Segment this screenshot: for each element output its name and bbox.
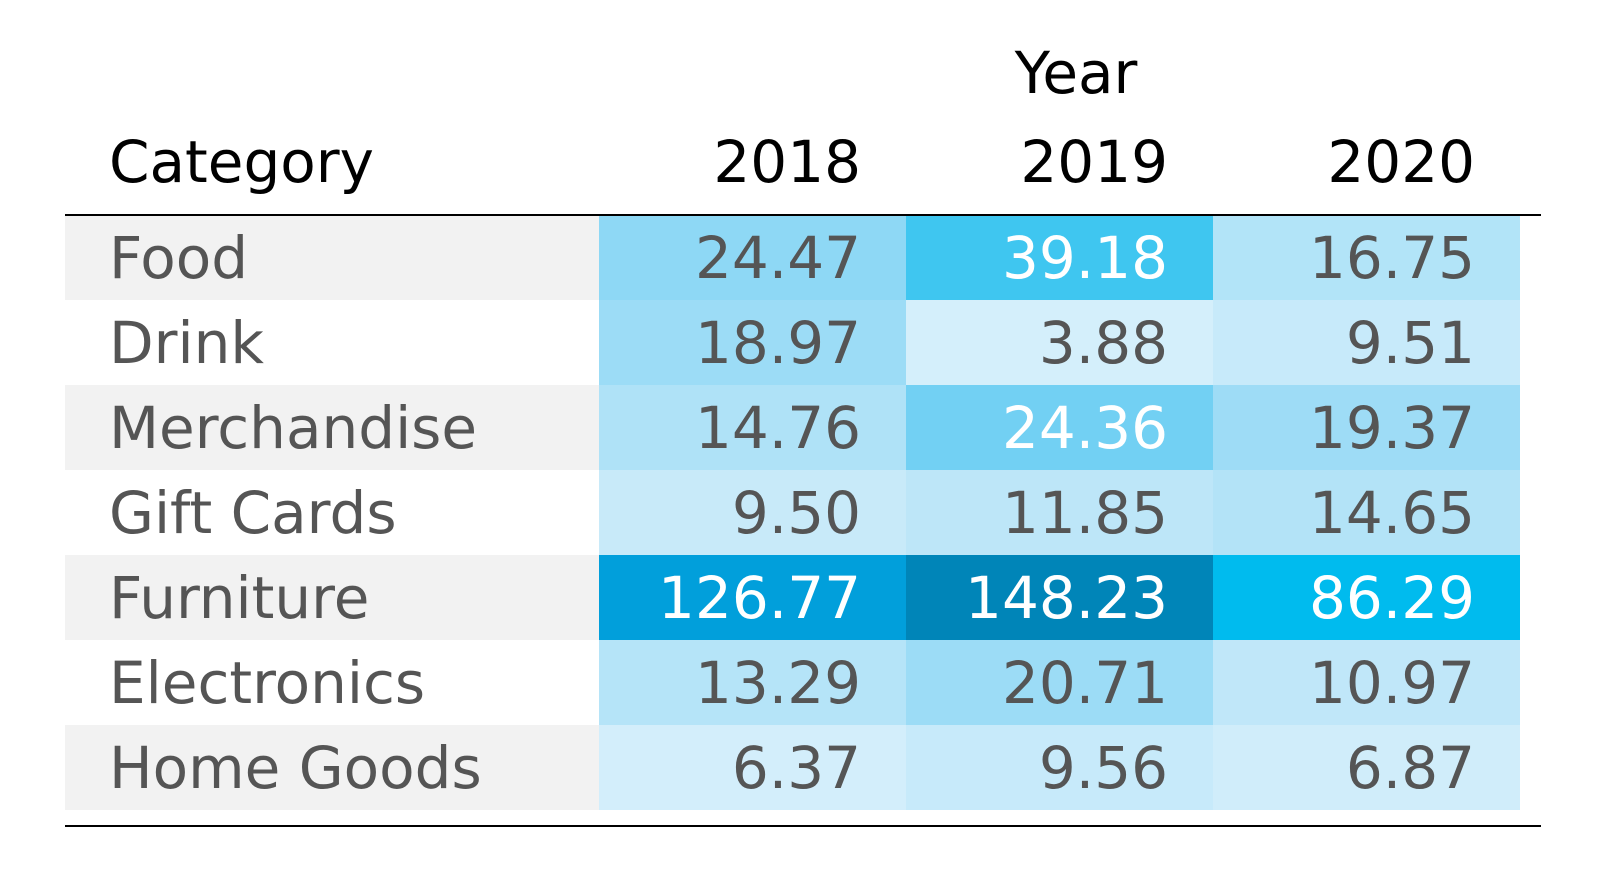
heatmap-cell: 6.87 (1213, 725, 1520, 810)
row-label: Electronics (65, 640, 599, 725)
row-label: Furniture (65, 555, 599, 640)
row-label: Home Goods (65, 725, 599, 810)
heatmap-cell: 16.75 (1213, 216, 1520, 300)
heatmap-cell: 86.29 (1213, 555, 1520, 640)
heatmap-cell: 11.85 (906, 470, 1213, 555)
row-label: Food (65, 216, 599, 300)
table-row: Furniture 126.77 148.23 86.29 (65, 555, 1541, 640)
table-row: Food 24.47 39.18 16.75 (65, 216, 1541, 300)
heatmap-table: Year Category 2018 2019 2020 Food 24.47 39.1… (65, 0, 1541, 873)
column-group-title-text: Year (1014, 39, 1138, 107)
row-label: Gift Cards (65, 470, 599, 555)
heatmap-cell: 24.47 (599, 216, 906, 300)
heatmap-cell: 13.29 (599, 640, 906, 725)
heatmap-cell: 19.37 (1213, 385, 1520, 470)
heatmap-cell: 9.56 (906, 725, 1213, 810)
table-row: Gift Cards 9.50 11.85 14.65 (65, 470, 1541, 555)
row-label: Merchandise (65, 385, 599, 470)
column-header-2019: 2019 (1020, 128, 1168, 196)
heatmap-cell: 3.88 (906, 300, 1213, 385)
heatmap-cell: 24.36 (906, 385, 1213, 470)
table-row: Drink 18.97 3.88 9.51 (65, 300, 1541, 385)
heatmap-cell: 14.65 (1213, 470, 1520, 555)
heatmap-cell: 18.97 (599, 300, 906, 385)
heatmap-cell: 39.18 (906, 216, 1213, 300)
column-header-2018: 2018 (713, 128, 861, 196)
heatmap-cell: 6.37 (599, 725, 906, 810)
heatmap-cell: 20.71 (906, 640, 1213, 725)
table-row: Merchandise 14.76 24.36 19.37 (65, 385, 1541, 470)
row-header-label: Category (109, 128, 374, 196)
row-label: Drink (65, 300, 599, 385)
heatmap-cell: 14.76 (599, 385, 906, 470)
table-row: Electronics 13.29 20.71 10.97 (65, 640, 1541, 725)
heatmap-cell: 126.77 (599, 555, 906, 640)
column-header-2020: 2020 (1327, 128, 1475, 196)
top-rule (65, 214, 1541, 216)
heatmap-cell: 148.23 (906, 555, 1213, 640)
heatmap-cell: 9.51 (1213, 300, 1520, 385)
bottom-rule (65, 825, 1541, 827)
heatmap-cell: 10.97 (1213, 640, 1520, 725)
heatmap-cell: 9.50 (599, 470, 906, 555)
table-row: Home Goods 6.37 9.56 6.87 (65, 725, 1541, 810)
